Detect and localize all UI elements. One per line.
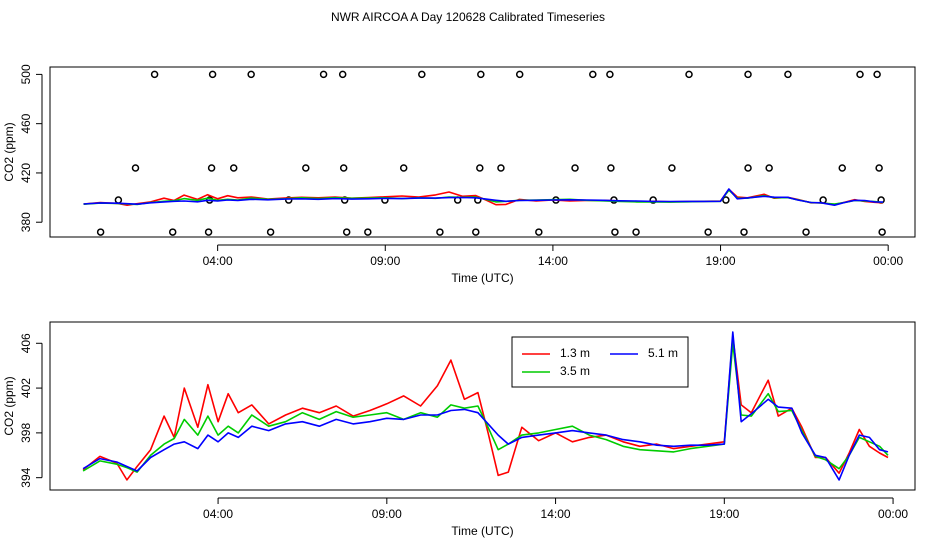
data-point <box>150 70 159 79</box>
data-point <box>878 228 886 236</box>
data-point <box>476 164 484 172</box>
series-line <box>82 331 889 481</box>
data-point <box>208 70 217 79</box>
data-point <box>342 228 351 236</box>
plot-frame <box>49 66 916 238</box>
data-point <box>632 228 640 236</box>
data-point <box>302 164 310 172</box>
y-tick-label: 420 <box>19 163 33 183</box>
data-point <box>319 70 328 79</box>
x-tick-label: 09:00 <box>372 507 402 521</box>
series-line <box>82 335 889 481</box>
data-point <box>649 196 657 204</box>
y-tick-label: 460 <box>19 113 33 133</box>
series-line <box>83 188 884 206</box>
data-point <box>740 228 748 236</box>
y-tick-label: 394 <box>19 467 33 487</box>
data-point <box>685 70 693 79</box>
x-axis-title: Time (UTC) <box>451 524 513 538</box>
y-tick-label: 406 <box>19 333 33 353</box>
data-point <box>784 70 792 79</box>
data-point <box>875 164 883 172</box>
data-point <box>339 164 348 172</box>
x-tick-label: 19:00 <box>706 254 736 268</box>
data-point <box>704 228 712 236</box>
series-line <box>83 188 884 206</box>
data-point <box>418 70 426 79</box>
y-tick-label: 402 <box>19 378 33 398</box>
x-axis-title: Time (UTC) <box>451 271 513 285</box>
x-tick-label: 04:00 <box>203 507 233 521</box>
y-axis-title: CO2 (ppm) <box>2 376 16 435</box>
plot-frame <box>49 321 916 491</box>
x-tick-label: 19:00 <box>709 507 739 521</box>
data-point <box>535 228 543 236</box>
page-title: NWR AIRCOA A Day 120628 Calibrated Times… <box>331 10 605 24</box>
data-point <box>168 228 177 236</box>
data-point <box>114 196 123 204</box>
x-tick-label: 00:00 <box>873 254 903 268</box>
data-point <box>472 228 480 236</box>
data-point <box>96 228 105 236</box>
legend-label: 3.5 m <box>560 364 590 378</box>
y-tick-label: 380 <box>19 212 33 232</box>
x-tick-label: 00:00 <box>878 507 908 521</box>
x-tick-label: 04:00 <box>203 254 233 268</box>
data-point <box>722 196 730 204</box>
data-point <box>364 228 372 236</box>
data-point <box>229 164 238 172</box>
data-point <box>477 70 485 79</box>
y-axis-title: CO2 (ppm) <box>2 122 16 181</box>
data-point <box>589 70 597 79</box>
data-point <box>744 70 752 79</box>
data-point <box>571 164 579 172</box>
x-tick-label: 09:00 <box>370 254 400 268</box>
data-point <box>802 228 810 236</box>
data-point <box>856 70 864 79</box>
data-point <box>284 196 293 204</box>
data-point <box>266 228 275 236</box>
data-point <box>399 164 408 172</box>
y-tick-label: 398 <box>19 423 33 443</box>
data-point <box>131 164 140 172</box>
x-tick-label: 14:00 <box>541 507 571 521</box>
data-point <box>207 164 216 172</box>
data-point <box>873 70 881 79</box>
data-point <box>338 70 347 79</box>
legend-box <box>511 336 689 388</box>
data-point <box>838 164 846 172</box>
legend-label: 5.1 m <box>648 346 678 360</box>
data-point <box>204 228 213 236</box>
y-tick-label: 500 <box>19 64 33 84</box>
data-point <box>765 164 773 172</box>
data-point <box>611 228 619 236</box>
data-point <box>497 164 505 172</box>
data-point <box>606 70 614 79</box>
data-point <box>515 70 524 79</box>
data-point <box>668 164 676 172</box>
data-point <box>436 228 444 236</box>
legend-label: 1.3 m <box>560 346 590 360</box>
data-point <box>247 70 255 79</box>
data-point <box>744 164 752 172</box>
x-tick-label: 14:00 <box>538 254 568 268</box>
data-point <box>607 164 615 172</box>
series-line <box>82 342 889 473</box>
